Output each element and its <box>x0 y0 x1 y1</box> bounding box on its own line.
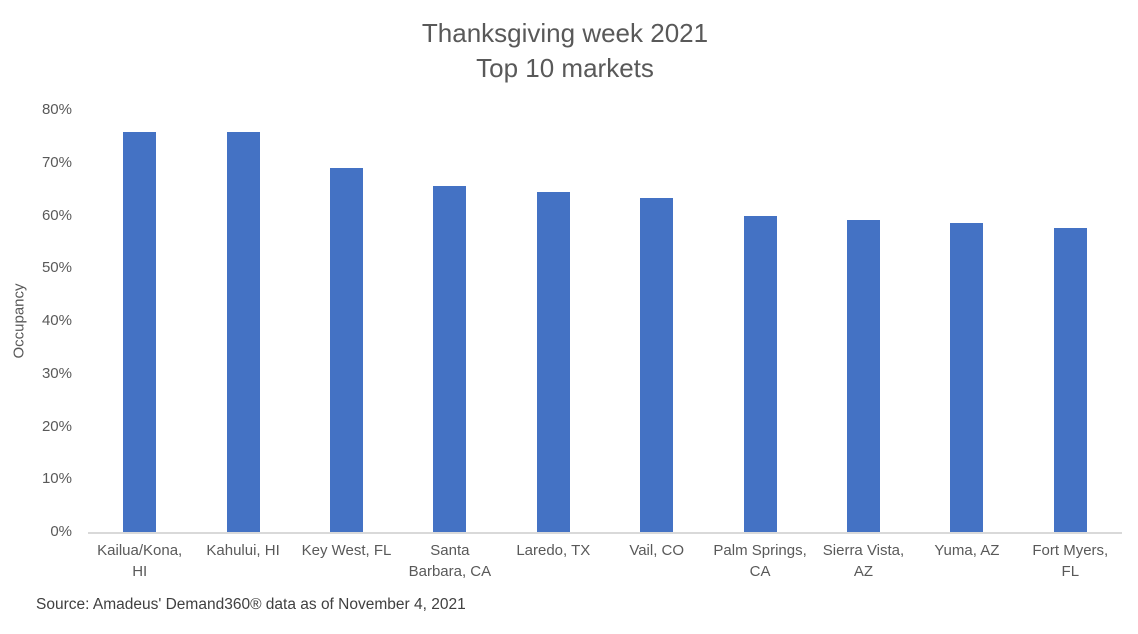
x-axis-category-label: Kailua/Kona, HI <box>97 542 183 580</box>
bar <box>433 185 467 532</box>
x-axis-category-label: Yuma, AZ <box>934 542 1000 559</box>
bar <box>847 220 880 532</box>
y-axis-tick-label: 40% <box>41 312 72 329</box>
y-axis-tick-label: 80% <box>41 101 72 118</box>
y-axis-tick-label: 30% <box>41 364 72 382</box>
chart-title: Thanksgiving week 2021 Top 10 markets <box>0 16 1130 86</box>
bar <box>640 197 674 532</box>
x-axis-category-label: Palm Springs, CA <box>713 542 807 580</box>
y-axis-tick-label: 10% <box>41 470 72 488</box>
x-axis-category-label: Vail, CO <box>629 542 685 559</box>
bar <box>226 132 260 532</box>
bar <box>330 168 363 532</box>
y-axis-tick-label: 60% <box>41 206 72 224</box>
y-axis-tick-label: 0% <box>50 523 72 540</box>
chart-title-line-2: Top 10 markets <box>476 53 654 83</box>
x-axis-category-label: Fort Myers, FL <box>1032 542 1109 580</box>
bar <box>743 215 777 532</box>
x-axis-category-label: Kahului, HI <box>206 542 280 559</box>
y-axis-tick-label: 50% <box>41 259 72 277</box>
x-axis-category-label: Santa Barbara, CA <box>408 542 492 580</box>
bar <box>950 222 984 532</box>
source-caption: Source: Amadeus' Demand360® data as of N… <box>36 596 466 613</box>
chart-title-line-1: Thanksgiving week 2021 <box>421 18 709 48</box>
bar <box>536 191 570 532</box>
x-axis-category-label: Sierra Vista, AZ <box>822 542 905 580</box>
x-axis-line <box>88 532 1122 534</box>
x-axis-category-label: Key West, FL <box>301 542 392 559</box>
y-axis-tick-label: 70% <box>41 153 72 171</box>
bar <box>1053 228 1087 532</box>
bar <box>123 132 157 532</box>
x-axis-category-label: Laredo, TX <box>516 542 591 559</box>
y-axis-tick-label: 20% <box>41 417 72 435</box>
